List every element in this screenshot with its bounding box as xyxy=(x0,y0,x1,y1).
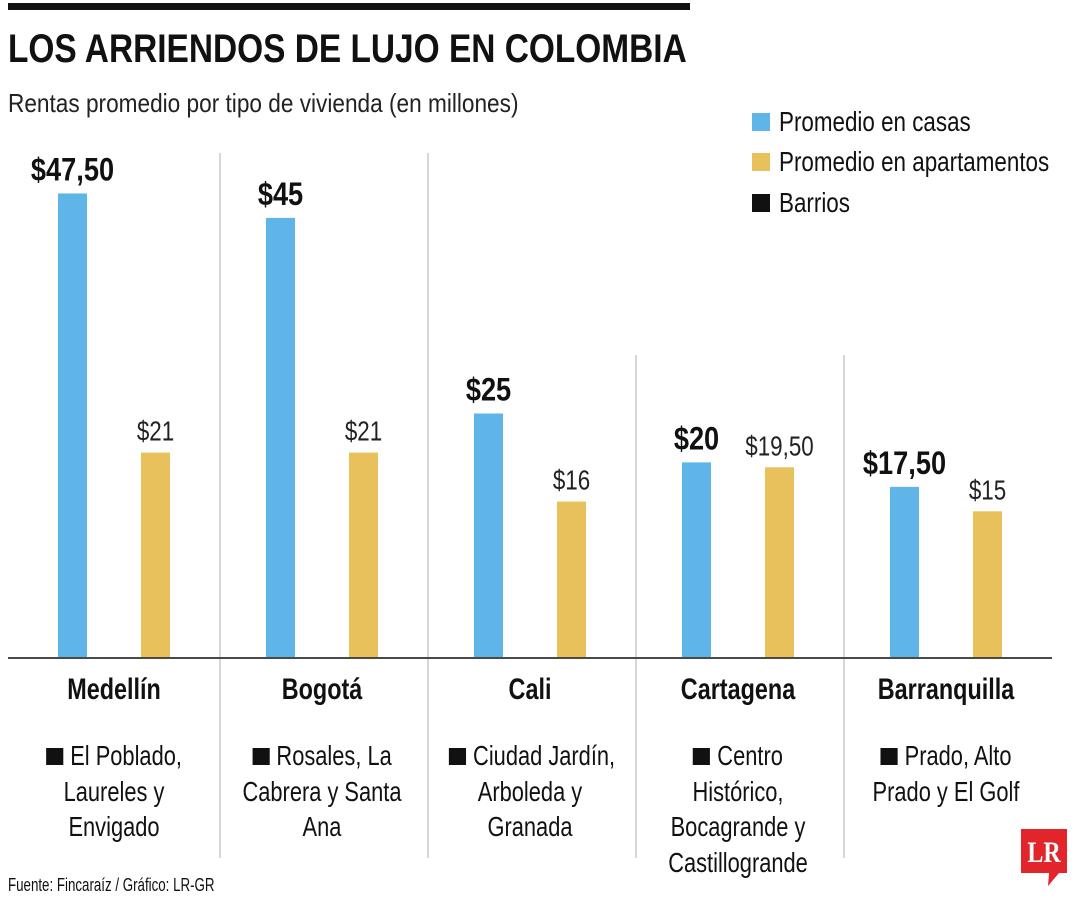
legend-item-barrios: Barrios xyxy=(752,189,1072,217)
barrio-text: Bocagrande y xyxy=(670,811,806,842)
barrio-text: Castillogrande xyxy=(668,846,808,878)
barrio-text: Cabrera y Santa xyxy=(242,775,402,807)
barrios-bogota: Rosales, La Cabrera y Santa Ana xyxy=(241,738,403,845)
category-label-cartagena: Cartagena xyxy=(681,672,796,705)
top-rule xyxy=(8,3,690,10)
lr-logo-badge xyxy=(1021,829,1067,886)
barrio-line: Prado y El Golf xyxy=(865,774,1027,810)
value-label-apartamentos-bogota: $21 xyxy=(345,416,382,447)
value-label-apartamentos-cali: $16 xyxy=(553,465,590,496)
legend-swatch-barrios xyxy=(752,194,770,212)
value-label-apartamentos-barranquilla: $15 xyxy=(969,475,1006,506)
legend-swatch-casas xyxy=(752,113,770,131)
barrio-line: Granada xyxy=(449,809,611,845)
barrio-text: El Poblado, xyxy=(70,740,182,771)
barrio-text: Ciudad Jardín, xyxy=(473,740,616,771)
barrio-line: Bocagrande y xyxy=(657,809,819,845)
barrio-text: Granada xyxy=(487,811,573,842)
bar-apartamentos-barranquilla xyxy=(973,511,1002,658)
barrio-line: El Poblado, xyxy=(33,738,195,774)
value-label-casas-barranquilla: $17,50 xyxy=(863,446,946,482)
legend-label-apartamentos: Promedio en apartamentos xyxy=(779,146,1050,177)
black-square-icon xyxy=(693,748,711,765)
value-label-apartamentos-cartagena: $19,50 xyxy=(745,431,813,462)
value-label-casas-bogota: $45 xyxy=(258,177,303,213)
legend-label-casas: Promedio en casas xyxy=(779,106,971,137)
category-label-cali: Cali xyxy=(509,672,552,705)
category-label-medellin: Medellín xyxy=(67,672,161,705)
category-label-barranquilla: Barranquilla xyxy=(878,672,1015,705)
barrio-line: Prado, Alto xyxy=(865,738,1027,774)
value-label-casas-medellin: $47,50 xyxy=(31,152,114,188)
group-dividers xyxy=(219,153,845,858)
barrio-text: Arboleda y xyxy=(477,775,583,807)
bar-casas-medellin xyxy=(58,193,87,658)
bar-apartamentos-medellin xyxy=(141,452,170,658)
bar-casas-barranquilla xyxy=(890,486,919,658)
bar-casas-cali xyxy=(474,413,503,658)
legend-swatch-apartamentos xyxy=(752,153,770,171)
barrio-text: Histórico, xyxy=(692,775,784,807)
value-label-casas-cali: $25 xyxy=(466,372,511,408)
legend-item-casas: Promedio en casas xyxy=(752,108,1072,136)
barrios-medellin: El Poblado, Laureles y Envigado xyxy=(33,738,195,845)
barrio-line: Rosales, La xyxy=(241,738,403,774)
black-square-icon xyxy=(252,748,270,765)
value-label-apartamentos-medellin: $21 xyxy=(137,416,174,447)
category-labels: Medellín Bogotá Cali Cartagena Barranquilla xyxy=(67,672,1015,705)
barrio-line: Ana xyxy=(241,809,403,845)
barrio-line: Ciudad Jardín, xyxy=(448,738,615,774)
barrio-text: Centro xyxy=(717,740,783,771)
barrios-barranquilla: Prado, Alto Prado y El Golf xyxy=(865,738,1027,809)
barrio-text: Prado, Alto xyxy=(904,740,1012,771)
bar-casas-cartagena xyxy=(682,462,711,658)
barrio-line: Laureles y xyxy=(33,774,195,810)
barrio-text: Prado y El Golf xyxy=(872,775,1020,807)
category-label-bogota: Bogotá xyxy=(282,672,363,705)
black-square-icon xyxy=(880,748,898,765)
bar-casas-bogota xyxy=(266,217,295,658)
barrios-cali: Ciudad Jardín, Arboleda y Granada xyxy=(448,738,615,845)
black-square-icon xyxy=(448,748,467,765)
source-credit: Fuente: Fincaraíz / Gráfico: LR-GR xyxy=(8,875,215,895)
barrio-line: Arboleda y xyxy=(449,774,611,810)
barrio-line: Envigado xyxy=(33,809,195,845)
lr-logo-text: LR xyxy=(1027,835,1061,868)
value-label-casas-cartagena: $20 xyxy=(674,421,719,457)
bars xyxy=(58,193,1002,658)
barrio-text: Rosales, La xyxy=(276,740,392,771)
barrio-text: Laureles y xyxy=(63,775,165,807)
barrio-text: Ana xyxy=(302,811,342,842)
barrio-line: Castillogrande xyxy=(657,845,819,881)
value-labels: $47,50 $21 $45 $21 $25 $16 $20 $19,50 $17,50 $15 xyxy=(31,152,1006,505)
lr-logo-icon: LR xyxy=(1021,829,1067,886)
legend-item-apartamentos: Promedio en apartamentos xyxy=(752,148,1072,176)
barrios-cartagena: Centro Histórico, Bocagrande y Castillogran… xyxy=(657,738,819,880)
barrio-line: Cabrera y Santa xyxy=(241,774,403,810)
barrio-text: Envigado xyxy=(68,811,160,842)
chart-title: LOS ARRIENDOS DE LUJO EN COLOMBIA xyxy=(8,27,687,71)
legend-label-barrios: Barrios xyxy=(779,187,850,218)
bar-apartamentos-bogota xyxy=(349,452,378,658)
bar-apartamentos-cali xyxy=(557,501,586,658)
barrio-line: Centro xyxy=(657,738,819,774)
barrio-line: Histórico, xyxy=(657,774,819,810)
chart-subtitle: Rentas promedio por tipo de vivienda (en… xyxy=(8,88,519,118)
bar-apartamentos-cartagena xyxy=(765,467,794,658)
black-square-icon xyxy=(46,748,64,765)
